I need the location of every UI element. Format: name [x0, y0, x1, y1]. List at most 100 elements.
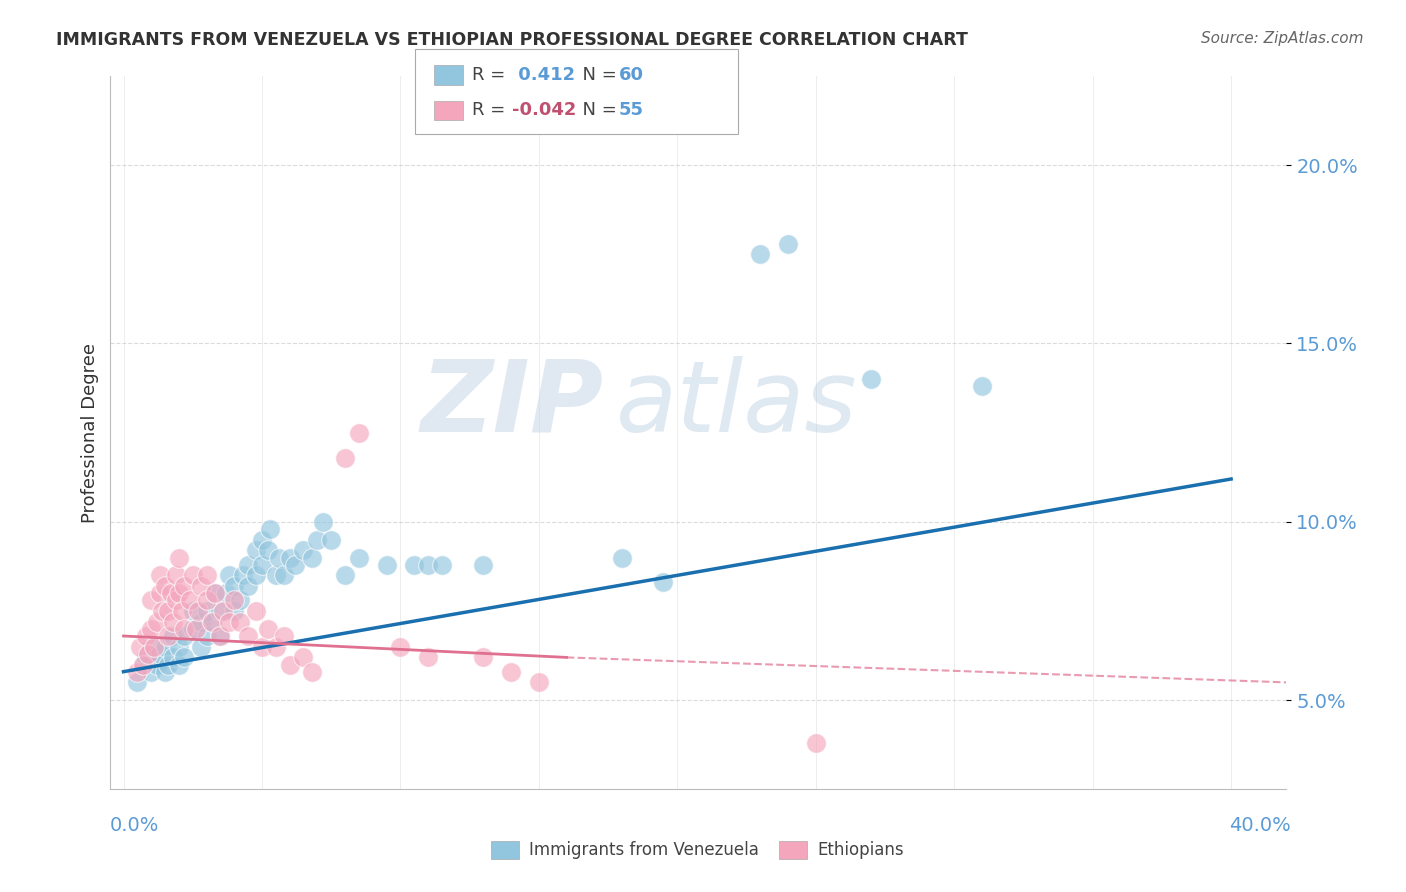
Point	[278, 657, 301, 672]
Point	[190, 615, 212, 629]
Point	[132, 657, 155, 672]
Point	[195, 629, 218, 643]
Point	[224, 604, 246, 618]
Point	[162, 650, 184, 665]
Point	[195, 604, 218, 618]
Point	[333, 568, 356, 582]
Point	[141, 593, 163, 607]
Text: N =: N =	[571, 102, 623, 120]
Point	[138, 647, 160, 661]
Point	[127, 665, 149, 679]
Point	[860, 372, 883, 386]
Point	[173, 622, 195, 636]
Point	[156, 629, 179, 643]
Point	[256, 622, 278, 636]
Point	[273, 568, 295, 582]
Point	[301, 550, 323, 565]
Point	[375, 558, 398, 572]
Point	[389, 640, 412, 654]
Text: 40.0%: 40.0%	[1229, 815, 1291, 835]
Point	[181, 622, 204, 636]
Point	[153, 665, 176, 679]
Point	[165, 593, 187, 607]
Point	[236, 629, 259, 643]
Point	[250, 558, 273, 572]
Point	[218, 568, 240, 582]
Point	[301, 665, 323, 679]
Point	[173, 650, 195, 665]
Point	[127, 675, 149, 690]
Point	[209, 629, 232, 643]
Point	[209, 604, 232, 618]
Point	[156, 604, 179, 618]
Point	[153, 640, 176, 654]
Point	[347, 550, 370, 565]
Point	[204, 586, 226, 600]
Text: R =: R =	[472, 66, 512, 84]
Point	[209, 629, 232, 643]
Point	[284, 558, 307, 572]
Point	[652, 575, 675, 590]
Point	[259, 522, 281, 536]
Point	[145, 657, 167, 672]
Point	[236, 558, 259, 572]
Point	[245, 543, 267, 558]
Point	[804, 736, 827, 750]
Point	[472, 650, 495, 665]
Point	[245, 568, 267, 582]
Point	[165, 568, 187, 582]
Point	[212, 604, 235, 618]
Point	[778, 236, 800, 251]
Point	[173, 629, 195, 643]
Point	[749, 247, 772, 261]
Text: -0.042: -0.042	[512, 102, 576, 120]
Point	[132, 657, 155, 672]
Point	[159, 586, 181, 600]
Point	[333, 450, 356, 465]
Point	[141, 640, 163, 654]
Point	[170, 604, 193, 618]
Point	[162, 629, 184, 643]
Point	[416, 558, 439, 572]
Point	[218, 615, 240, 629]
Point	[501, 665, 523, 679]
Point	[215, 586, 238, 600]
Text: ZIP: ZIP	[420, 356, 605, 452]
Point	[167, 586, 190, 600]
Point	[148, 647, 170, 661]
Text: Immigrants from Venezuela: Immigrants from Venezuela	[529, 841, 758, 859]
Point	[190, 640, 212, 654]
Point	[145, 615, 167, 629]
Point	[292, 543, 315, 558]
Point	[250, 640, 273, 654]
Text: atlas: atlas	[616, 356, 858, 452]
Point	[527, 675, 550, 690]
Y-axis label: Professional Degree: Professional Degree	[80, 343, 98, 523]
Point	[278, 550, 301, 565]
Point	[190, 579, 212, 593]
Text: R =: R =	[472, 102, 512, 120]
Point	[264, 568, 287, 582]
Text: Ethiopians: Ethiopians	[817, 841, 904, 859]
Point	[167, 657, 190, 672]
Text: IMMIGRANTS FROM VENEZUELA VS ETHIOPIAN PROFESSIONAL DEGREE CORRELATION CHART: IMMIGRANTS FROM VENEZUELA VS ETHIOPIAN P…	[56, 31, 969, 49]
Point	[162, 615, 184, 629]
Point	[143, 640, 166, 654]
Point	[173, 579, 195, 593]
Text: 55: 55	[619, 102, 644, 120]
Point	[201, 615, 224, 629]
Point	[292, 650, 315, 665]
Point	[347, 425, 370, 440]
Point	[141, 622, 163, 636]
Point	[167, 550, 190, 565]
Text: N =: N =	[571, 66, 623, 84]
Point	[156, 657, 179, 672]
Point	[148, 568, 170, 582]
Point	[321, 533, 343, 547]
Point	[181, 568, 204, 582]
Point	[264, 640, 287, 654]
Point	[224, 579, 246, 593]
Point	[148, 586, 170, 600]
Point	[430, 558, 453, 572]
Point	[204, 586, 226, 600]
